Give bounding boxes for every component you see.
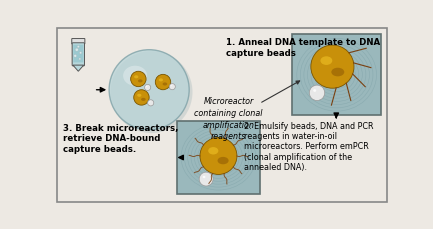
- Circle shape: [199, 172, 213, 186]
- Text: Microreactor
containing clonal
amplification
reagents: Microreactor containing clonal amplifica…: [194, 96, 263, 141]
- Ellipse shape: [217, 157, 229, 165]
- FancyBboxPatch shape: [72, 39, 85, 45]
- Ellipse shape: [163, 83, 167, 86]
- FancyBboxPatch shape: [73, 46, 83, 63]
- Ellipse shape: [137, 94, 142, 97]
- Ellipse shape: [146, 87, 147, 88]
- Circle shape: [80, 52, 82, 55]
- FancyBboxPatch shape: [177, 121, 260, 194]
- Ellipse shape: [149, 102, 150, 103]
- Polygon shape: [73, 66, 84, 72]
- Text: 1. Anneal DNA template to DNA
capture beads: 1. Anneal DNA template to DNA capture be…: [226, 38, 380, 57]
- Circle shape: [148, 100, 154, 106]
- Ellipse shape: [320, 57, 332, 66]
- Circle shape: [145, 85, 151, 91]
- Ellipse shape: [134, 76, 138, 79]
- Ellipse shape: [331, 68, 344, 77]
- Circle shape: [77, 46, 80, 49]
- Ellipse shape: [141, 98, 145, 101]
- Circle shape: [200, 138, 237, 175]
- Circle shape: [311, 46, 354, 89]
- FancyBboxPatch shape: [292, 35, 381, 116]
- Circle shape: [79, 59, 81, 61]
- Ellipse shape: [171, 86, 172, 87]
- Circle shape: [309, 86, 325, 101]
- Ellipse shape: [110, 52, 193, 134]
- Text: 3. Break microreactors,
retrieve DNA-bound
capture beads.: 3. Break microreactors, retrieve DNA-bou…: [63, 123, 178, 153]
- Ellipse shape: [208, 147, 218, 155]
- Circle shape: [155, 75, 171, 90]
- Ellipse shape: [138, 80, 142, 83]
- Circle shape: [169, 84, 175, 90]
- Circle shape: [75, 49, 78, 52]
- FancyBboxPatch shape: [72, 44, 84, 67]
- Circle shape: [109, 50, 189, 130]
- Ellipse shape: [203, 176, 205, 178]
- Circle shape: [74, 55, 77, 58]
- Ellipse shape: [313, 90, 316, 93]
- Circle shape: [131, 72, 146, 87]
- Text: 2. Emulsify beads, DNA and PCR
reagents in water-in-oil
microreactors. Perform e: 2. Emulsify beads, DNA and PCR reagents …: [244, 121, 373, 171]
- Ellipse shape: [123, 66, 147, 86]
- Circle shape: [134, 90, 149, 106]
- Ellipse shape: [159, 79, 163, 82]
